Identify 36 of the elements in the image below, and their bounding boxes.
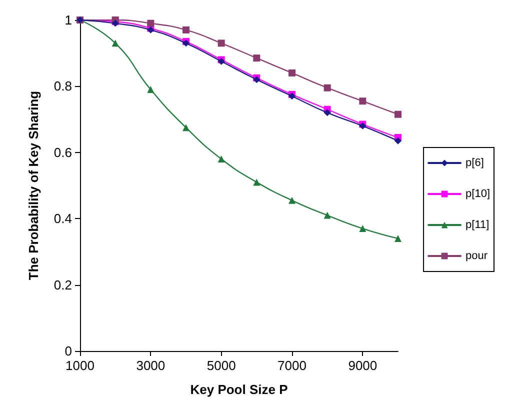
point — [182, 26, 190, 34]
point — [253, 178, 260, 186]
point — [253, 54, 260, 62]
point — [359, 98, 366, 105]
point — [288, 69, 296, 76]
point — [288, 196, 296, 204]
point — [359, 225, 366, 232]
point — [112, 40, 119, 47]
point — [394, 137, 402, 144]
x-tick-label: 3000 — [136, 358, 166, 373]
point — [182, 124, 190, 132]
y-tick-label: 0 — [64, 344, 72, 358]
point — [394, 110, 402, 118]
y-tick-label: 0.8 — [54, 78, 72, 94]
point — [324, 84, 331, 92]
legend-label: p[6] — [466, 157, 484, 169]
legend-label: pour — [466, 250, 488, 262]
y-tick-label: 1 — [64, 12, 72, 28]
point — [218, 40, 225, 47]
y-tick-label: 0.4 — [54, 211, 72, 226]
point — [218, 156, 225, 163]
y-axis-title: The Probability of Key Sharing — [26, 90, 41, 280]
legend-label: p[11] — [466, 219, 490, 231]
x-axis-title: Key Pool Size P — [190, 382, 288, 397]
point — [324, 109, 331, 116]
y-tick-label: 0.6 — [54, 144, 72, 160]
x-tick-label: 9000 — [348, 358, 378, 373]
x-tick-label: 5000 — [206, 358, 236, 373]
x-tick-label: 1000 — [66, 358, 94, 373]
legend-label: p[10] — [466, 188, 490, 200]
point — [324, 212, 331, 219]
x-tick-label: 7000 — [278, 358, 306, 373]
y-tick-label: 0.2 — [54, 277, 72, 292]
point — [147, 20, 154, 27]
point — [394, 234, 402, 242]
point — [147, 86, 154, 94]
